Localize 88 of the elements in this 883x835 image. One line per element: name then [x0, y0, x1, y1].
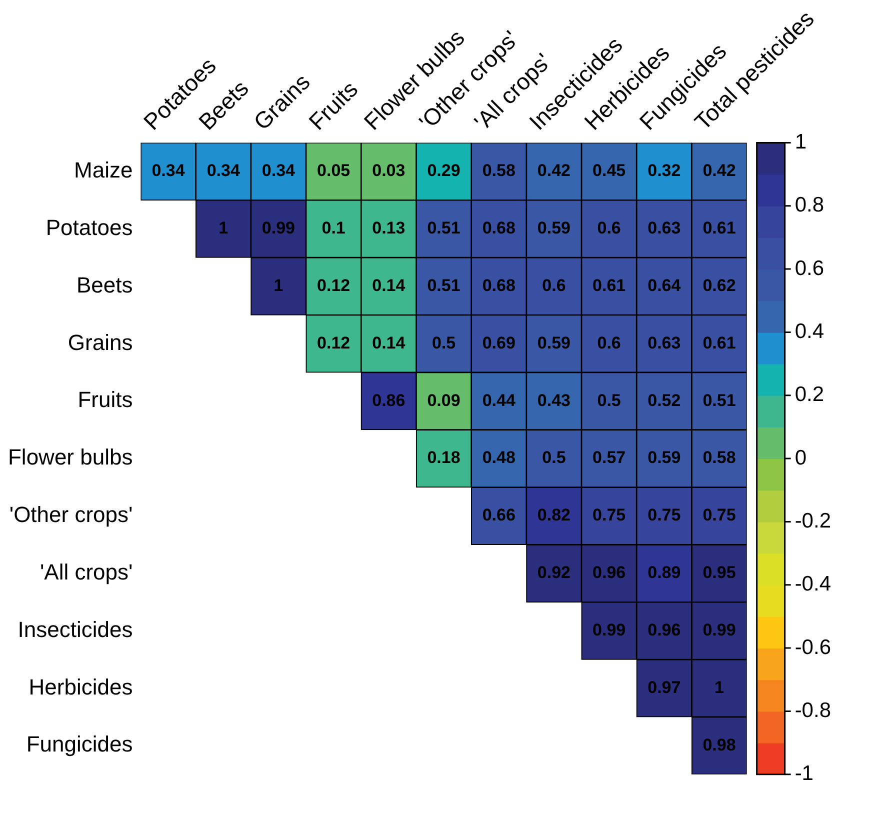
y-tick-label: Fungicides — [26, 732, 133, 757]
data-label: 0.48 — [482, 448, 516, 468]
data-label: 0.34 — [152, 161, 186, 180]
data-label: 0.1 — [322, 218, 346, 238]
y-tick-label: Grains — [68, 330, 133, 355]
color-bar-label: 0.2 — [794, 383, 824, 406]
data-label: 0.58 — [702, 448, 736, 468]
data-label: 0.99 — [702, 620, 736, 640]
data-label: 0.42 — [702, 161, 736, 180]
data-label: 1 — [218, 218, 228, 238]
data-label: 0.86 — [372, 390, 406, 410]
y-tick-label: Flower bulbs — [8, 444, 133, 470]
data-label: 0.6 — [542, 276, 566, 295]
data-label: 0.59 — [537, 218, 571, 238]
data-label: 0.63 — [648, 333, 681, 352]
data-label: 0.68 — [482, 218, 516, 238]
data-label: 0.34 — [206, 161, 240, 180]
data-label: 0.92 — [537, 563, 571, 582]
data-label: 0.14 — [372, 276, 406, 295]
data-label: 0.75 — [592, 506, 626, 525]
data-label: 0.75 — [702, 506, 736, 525]
data-label: 0.29 — [427, 161, 460, 180]
color-bar-label: -0.2 — [794, 510, 831, 533]
data-label: 0.13 — [372, 218, 406, 238]
y-tick-label: 'Other crops' — [9, 502, 133, 528]
data-label: 0.59 — [648, 448, 681, 468]
data-label: 0.96 — [648, 620, 681, 640]
data-label: 1 — [274, 276, 284, 295]
data-label: 0.14 — [372, 333, 406, 352]
data-label: 0.51 — [702, 390, 736, 410]
y-tick-label: Beets — [76, 272, 133, 298]
data-label: 0.52 — [648, 390, 681, 410]
data-label: 0.64 — [648, 276, 682, 295]
color-bar-label: 1 — [794, 130, 806, 154]
data-label: 0.97 — [648, 678, 681, 697]
data-label: 0.32 — [648, 161, 681, 180]
data-label: 0.69 — [482, 333, 516, 352]
data-label: 0.68 — [482, 276, 516, 295]
data-label: 1 — [714, 678, 724, 697]
data-label: 0.61 — [592, 276, 626, 295]
data-label: 0.43 — [537, 390, 571, 410]
data-label: 0.34 — [262, 161, 296, 180]
data-label: 0.99 — [262, 218, 296, 238]
data-label: 0.51 — [427, 276, 460, 295]
color-bar-label: 0.6 — [794, 256, 824, 280]
data-label: 0.42 — [537, 161, 571, 180]
color-bar-label: -0.6 — [794, 636, 831, 659]
data-label: 0.05 — [317, 161, 350, 180]
data-label: 0.58 — [482, 161, 516, 180]
data-label: 0.03 — [372, 161, 406, 180]
data-label: 0.66 — [482, 506, 516, 525]
data-label: 0.5 — [432, 333, 456, 352]
data-label: 0.12 — [317, 333, 350, 352]
data-label: 0.61 — [702, 218, 736, 238]
data-label: 0.82 — [537, 506, 571, 525]
data-label: 0.62 — [702, 276, 736, 295]
color-bar-label: -0.8 — [794, 699, 831, 722]
data-label: 0.12 — [317, 276, 350, 295]
data-label: 0.99 — [592, 620, 626, 640]
color-bar-label: -1 — [794, 762, 814, 786]
y-tick-label: Herbicides — [28, 674, 133, 700]
data-label: 0.18 — [427, 448, 460, 468]
data-label: 0.98 — [702, 735, 736, 754]
data-label: 0.6 — [597, 218, 621, 238]
color-bar-label: 0.4 — [794, 320, 824, 344]
data-label: 0.75 — [648, 506, 681, 525]
data-label: 0.57 — [592, 448, 626, 468]
data-label: 0.09 — [427, 390, 460, 410]
color-bar-label: 0.8 — [794, 194, 824, 217]
data-label: 0.89 — [648, 563, 681, 582]
data-label: 0.63 — [648, 218, 681, 238]
data-label: 0.96 — [592, 563, 626, 582]
data-label: 0.61 — [702, 333, 736, 352]
color-bar-label: -0.4 — [794, 572, 832, 596]
y-tick-label: Fruits — [78, 387, 133, 412]
data-label: 0.5 — [542, 448, 566, 468]
data-label: 0.45 — [592, 161, 626, 180]
y-tick-label: Insecticides — [18, 616, 133, 642]
data-label: 0.95 — [702, 563, 736, 582]
data-label: 0.59 — [537, 333, 571, 352]
data-label: 0.5 — [597, 390, 621, 410]
y-tick-label: Potatoes — [46, 214, 133, 240]
y-tick-label: 'All crops' — [40, 559, 133, 584]
data-label: 0.6 — [597, 333, 621, 352]
data-label: 0.44 — [482, 390, 516, 410]
y-tick-label: Maize — [74, 157, 133, 182]
color-bar-label: 0 — [794, 446, 806, 470]
data-label: 0.51 — [427, 218, 460, 238]
